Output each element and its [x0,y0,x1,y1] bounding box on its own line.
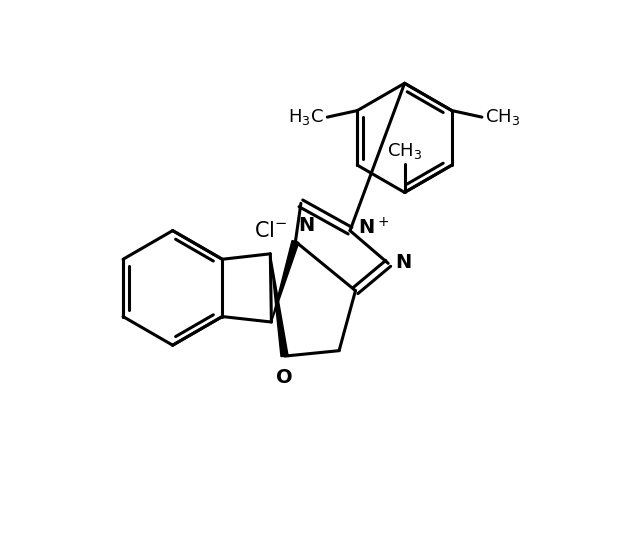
Polygon shape [270,254,288,357]
Text: CH$_3$: CH$_3$ [485,107,520,127]
Text: N$^+$: N$^+$ [358,217,389,238]
Text: N: N [396,253,412,272]
Text: H$_3$C: H$_3$C [288,107,324,127]
Text: O: O [276,368,293,387]
Text: CH$_3$: CH$_3$ [387,141,422,161]
Polygon shape [271,240,299,322]
Text: N: N [298,216,314,235]
Text: Cl$^{-}$: Cl$^{-}$ [254,220,287,240]
